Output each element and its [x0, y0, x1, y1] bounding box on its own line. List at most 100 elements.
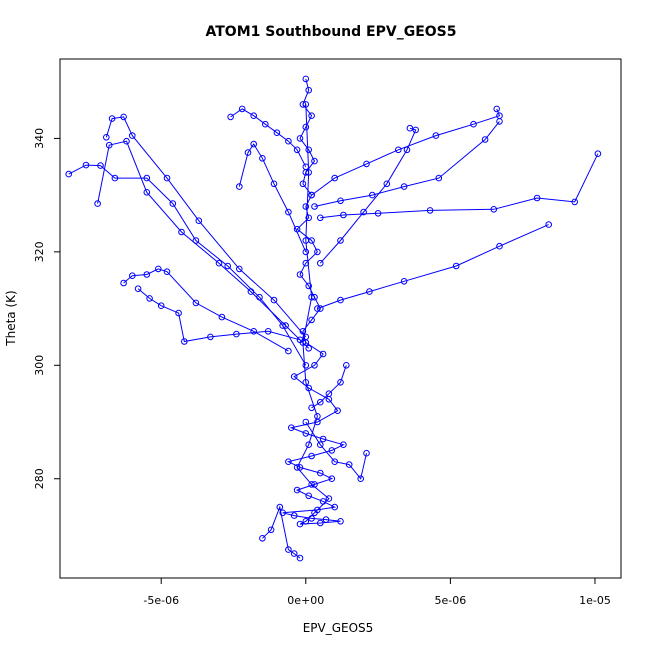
series-5: [134, 285, 304, 345]
data-point: [308, 112, 315, 119]
data-point: [383, 180, 391, 188]
data-point: [334, 407, 341, 415]
data-point: [314, 248, 321, 256]
data-point: [308, 481, 315, 488]
x-axis-label: EPV_GEOS5: [303, 621, 374, 635]
data-point: [195, 217, 203, 224]
series-3: [94, 137, 313, 352]
data-point: [65, 170, 72, 178]
data-point: [319, 350, 327, 358]
data-point: [363, 449, 370, 457]
data-point: [181, 338, 188, 345]
data-point: [238, 105, 246, 113]
data-point: [282, 322, 289, 329]
series-2-line: [105, 116, 307, 338]
data-point: [432, 132, 440, 139]
data-point: [302, 75, 310, 83]
y-tick-label-0: 280: [33, 468, 46, 489]
data-point: [317, 398, 324, 406]
data-point: [317, 214, 324, 222]
data-point: [97, 162, 104, 169]
data-point: [302, 101, 310, 108]
data-point: [236, 183, 243, 190]
series-4: [120, 265, 292, 355]
data-point: [129, 132, 136, 139]
data-point: [285, 137, 292, 145]
data-point: [305, 384, 313, 392]
series-4-line: [123, 268, 289, 352]
data-point: [169, 200, 177, 207]
data-point: [317, 519, 324, 527]
data-point: [308, 404, 315, 412]
data-point: [490, 206, 498, 213]
series-13-line: [305, 421, 367, 480]
data-point: [250, 112, 257, 119]
series-6-line: [230, 108, 307, 168]
data-point: [305, 345, 313, 352]
data-point: [305, 86, 313, 94]
data-point: [143, 189, 151, 196]
data-point: [400, 183, 408, 190]
data-point: [285, 347, 292, 355]
series-14: [259, 503, 304, 562]
data-point: [363, 160, 370, 168]
data-point: [290, 550, 298, 557]
data-point: [481, 136, 489, 143]
data-point: [215, 259, 223, 267]
x-axis: -5e-06 0e+00 5e-06 1e-05: [143, 578, 611, 607]
data-point: [250, 328, 257, 335]
data-point: [296, 336, 304, 344]
data-point: [403, 146, 411, 154]
series-8-line: [311, 108, 501, 196]
data-point: [273, 129, 281, 136]
data-point: [146, 295, 153, 302]
data-point: [250, 140, 257, 148]
data-point: [207, 333, 214, 341]
data-point: [374, 210, 382, 217]
data-point: [103, 134, 110, 141]
data-point: [337, 237, 344, 244]
data-point: [331, 503, 339, 511]
data-point: [293, 486, 301, 494]
series-1: [65, 161, 310, 369]
series-9-line: [314, 121, 500, 207]
data-point: [262, 120, 269, 128]
data-point: [314, 305, 321, 312]
data-point: [224, 262, 231, 270]
data-point: [325, 390, 333, 398]
y-tick-label-3: 340: [33, 128, 46, 149]
data-point: [143, 174, 151, 182]
data-point: [496, 242, 503, 250]
data-point: [340, 211, 347, 219]
data-point: [400, 278, 408, 285]
data-point: [311, 481, 318, 488]
data-point: [270, 296, 278, 304]
data-point: [533, 194, 541, 202]
data-point: [302, 379, 310, 386]
data-point: [337, 296, 344, 304]
series-8: [308, 105, 503, 199]
data-point: [311, 157, 318, 165]
data-point: [236, 265, 243, 273]
x-tick-label-0: -5e-06: [143, 594, 179, 607]
data-point: [360, 208, 367, 216]
data-point: [337, 379, 344, 386]
data-point: [311, 293, 318, 301]
data-point: [296, 271, 304, 278]
data-point: [120, 279, 127, 287]
y-axis: 280 300 320 340: [33, 128, 60, 489]
data-point: [305, 492, 313, 500]
data-point: [305, 146, 313, 154]
series-10: [317, 150, 602, 222]
data-point: [111, 174, 119, 182]
series-10-line: [320, 153, 599, 219]
data-point: [192, 299, 200, 307]
data-point: [105, 141, 113, 149]
series-1-line: [68, 164, 307, 366]
data-point: [288, 424, 295, 432]
data-point: [308, 191, 315, 199]
data-point: [308, 316, 315, 324]
data-point: [267, 526, 275, 534]
data-point: [302, 333, 310, 341]
data-point: [305, 169, 313, 176]
